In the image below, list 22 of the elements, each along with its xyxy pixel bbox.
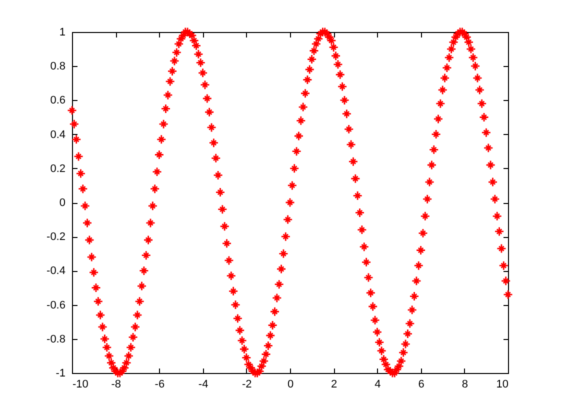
x-tick-label: 10 (496, 378, 508, 390)
y-tick-label: -0.6 (46, 299, 66, 312)
y-tick-label: -0.8 (46, 333, 66, 346)
y-tick-label: -0.2 (46, 231, 66, 244)
x-tick-label: 8 (462, 378, 468, 390)
x-tick-label: -10 (72, 378, 88, 390)
y-tick-label: -0.4 (46, 265, 66, 278)
y-tick-label: -1 (56, 368, 66, 380)
x-tick-label: -2 (242, 378, 252, 390)
y-tick-label: 0 (59, 197, 66, 209)
y-tick-label: 0.4 (50, 128, 66, 141)
x-tick-label: 4 (374, 378, 381, 390)
y-tick-label: 1 (59, 26, 66, 38)
x-tick-label: 0 (287, 378, 294, 390)
y-tick-label: 0.6 (50, 94, 66, 107)
y-tick-label: 0.8 (50, 60, 66, 73)
x-tick-label: -4 (198, 378, 208, 390)
x-tick-label: 6 (418, 378, 424, 390)
x-tick-label: 2 (331, 378, 338, 390)
y-tick-label: 0.2 (50, 162, 66, 175)
x-tick-label: -6 (154, 378, 165, 390)
x-tick-label: -8 (111, 378, 121, 390)
